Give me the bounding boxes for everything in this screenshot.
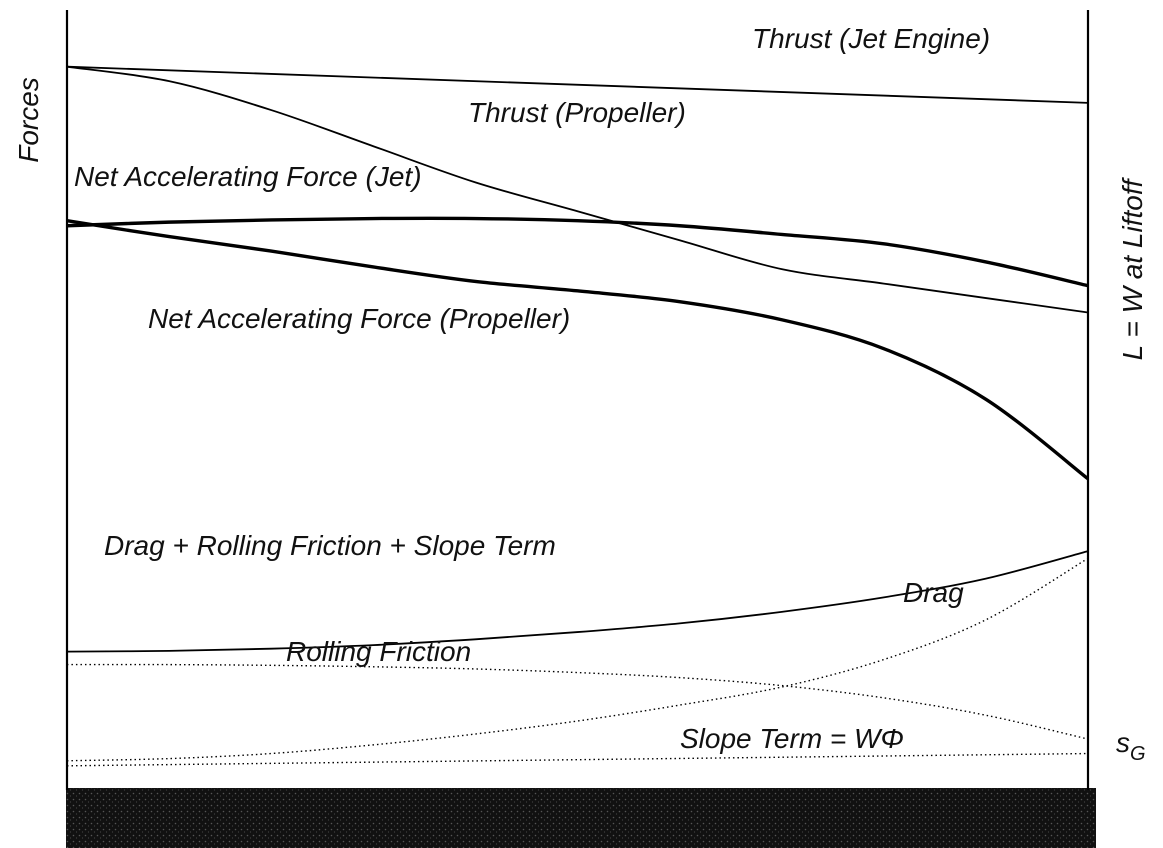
x-end-label-sub: G xyxy=(1130,743,1146,765)
curve-thrust-jet xyxy=(66,65,1089,104)
liftoff-label: L = W at Liftoff xyxy=(1117,176,1148,360)
x-end-label-main: s xyxy=(1116,727,1130,758)
series-label-rolling-friction: Rolling Friction xyxy=(286,636,471,667)
curve-thrust-prop xyxy=(66,65,1089,314)
curves-group xyxy=(66,65,1090,767)
series-label-slope-term: Slope Term = WΦ xyxy=(680,723,904,754)
series-label-thrust-jet: Thrust (Jet Engine) xyxy=(752,23,990,54)
curve-rolling-friction xyxy=(66,663,1089,740)
curve-slope-term xyxy=(66,752,1089,767)
ground-strip xyxy=(66,788,1096,848)
y-axis-label: Forces xyxy=(13,77,44,163)
series-label-net-prop: Net Accelerating Force (Propeller) xyxy=(148,303,570,334)
series-label-drag-rf-slope: Drag + Rolling Friction + Slope Term xyxy=(104,530,556,561)
x-end-label: sG xyxy=(1116,727,1146,765)
series-label-thrust-prop: Thrust (Propeller) xyxy=(468,97,686,128)
curve-net-jet xyxy=(66,216,1089,288)
curve-drag-rf-slope xyxy=(66,550,1089,653)
curve-net-prop xyxy=(66,219,1090,481)
series-label-net-jet: Net Accelerating Force (Jet) xyxy=(74,161,422,192)
series-label-drag: Drag xyxy=(903,577,964,608)
